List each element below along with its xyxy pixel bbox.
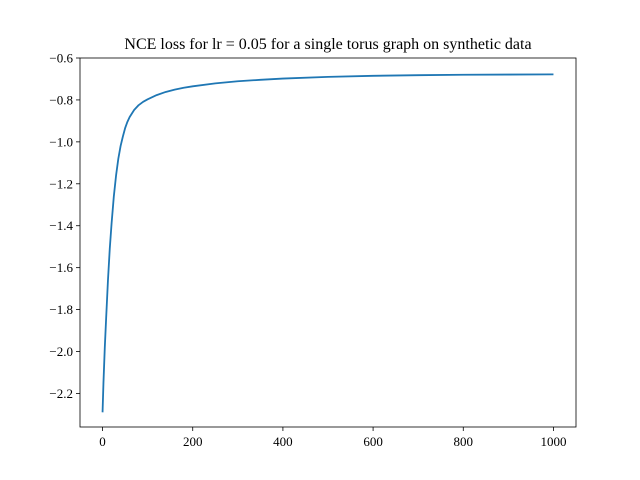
x-tick-label: 1000	[540, 434, 566, 449]
series-line-0	[101, 73, 554, 413]
x-axis: 0 200 400 600 800 1000	[99, 427, 566, 449]
chart-title: NCE loss for lr = 0.05 for a single toru…	[124, 36, 531, 53]
y-tick-label: −2.2	[49, 386, 73, 401]
y-tick-label: −1.6	[49, 260, 73, 275]
y-tick-label: −1.2	[49, 176, 73, 191]
x-tick-label: 0	[99, 434, 106, 449]
y-axis: −0.6 −0.8 −1.0 −1.2 −1.4 −1.6 −1.8 −2.0 −2.2	[49, 51, 80, 401]
x-tick-label: 800	[454, 434, 474, 449]
x-tick-label: 400	[273, 434, 293, 449]
y-tick-label: −1.4	[49, 218, 73, 233]
y-tick-label: −1.8	[49, 302, 73, 317]
x-tick-label: 200	[183, 434, 203, 449]
x-tick-label: 600	[363, 434, 383, 449]
y-tick-label: −1.0	[49, 134, 73, 149]
y-tick-label: −0.6	[49, 51, 73, 66]
y-tick-label: −0.8	[49, 92, 73, 107]
y-tick-label: −2.0	[49, 344, 73, 359]
plot-frame	[79, 57, 577, 428]
